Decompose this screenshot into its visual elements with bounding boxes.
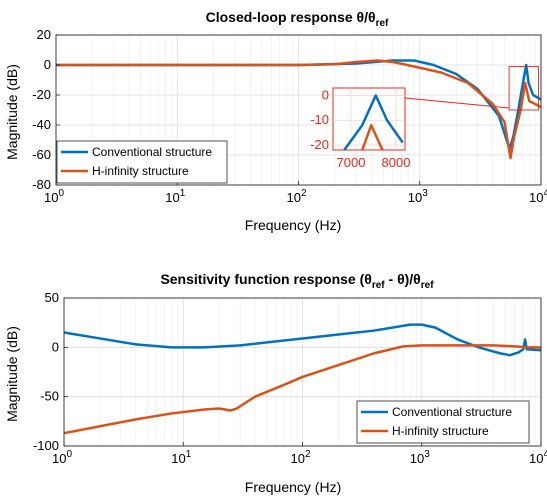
y-tick-label: -20 xyxy=(32,87,51,102)
sensitivity-panel: Sensitivity function response (θref - θ)… xyxy=(4,271,547,495)
legend-label-conventional: Conventional structure xyxy=(392,405,512,419)
title-main: Closed-loop response θ/θ xyxy=(206,9,376,25)
inset-y-tick-label: 0 xyxy=(322,87,329,102)
zoom-connector-line xyxy=(404,97,510,109)
title-mid: - θ)/θ xyxy=(385,271,421,287)
y-tick-label: -40 xyxy=(32,117,51,132)
y-axis-label: Magnitude (dB) xyxy=(4,326,20,422)
plot-frame xyxy=(63,297,542,447)
x-tick-label: 101 xyxy=(171,449,191,466)
x-tick-label: 100 xyxy=(44,188,64,205)
inset-zoom: 0 -10 -20 7000 8000 xyxy=(310,66,539,170)
title-main: Sensitivity function response (θ xyxy=(160,271,371,287)
zoom-region-box xyxy=(508,66,539,111)
series-line-hinf xyxy=(63,344,541,435)
inset-x-tick-label: 7000 xyxy=(337,155,366,170)
x-tick-label: 104 xyxy=(529,449,547,466)
legend: Conventional structure H-infinity struct… xyxy=(56,140,228,184)
x-tick-label: 102 xyxy=(290,449,310,466)
plot-frame xyxy=(55,34,542,186)
plot-lines xyxy=(56,59,542,160)
closed-loop-panel: Closed-loop response θ/θref 100 101 102 103… xyxy=(4,9,547,233)
inset-line-conventional xyxy=(343,94,404,151)
x-tick-label: 101 xyxy=(165,188,185,205)
legend-box xyxy=(356,400,530,444)
x-axis-label: Frequency (Hz) xyxy=(245,217,341,233)
y-tick-label: 0 xyxy=(44,57,51,72)
y-tick-label: -50 xyxy=(40,389,59,404)
y-axis-label: Magnitude (dB) xyxy=(4,64,20,160)
legend-box xyxy=(56,140,228,184)
y-tick-label: -80 xyxy=(32,177,51,192)
legend-label-conventional: Conventional structure xyxy=(92,145,212,159)
x-tick-label: 103 xyxy=(408,188,428,205)
x-tick-label: 100 xyxy=(52,449,72,466)
x-axis-label: Frequency (Hz) xyxy=(245,479,341,495)
inset-y-tick-label: -10 xyxy=(310,112,329,127)
legend-label-hinf: H-infinity structure xyxy=(392,424,489,438)
legend: Conventional structure H-infinity struct… xyxy=(356,400,530,444)
x-tick-label: 104 xyxy=(529,188,547,205)
axes: 100 101 102 103 104 -80 -60 -40 -20 0 20 xyxy=(32,27,547,205)
title-subscript: ref xyxy=(376,18,389,29)
x-tick-label: 102 xyxy=(286,188,306,205)
title-subscript-2: ref xyxy=(421,280,434,291)
inset-x-tick-label: 8000 xyxy=(382,155,411,170)
inset-y-tick-label: -20 xyxy=(310,137,329,152)
y-tick-label: -100 xyxy=(33,438,59,453)
y-tick-label: -60 xyxy=(32,147,51,162)
title-subscript-1: ref xyxy=(372,280,385,291)
series-line-conventional xyxy=(63,323,542,357)
inset-line-hinf xyxy=(361,123,384,151)
chart-title: Sensitivity function response (θref - θ)… xyxy=(160,271,434,291)
chart-title: Closed-loop response θ/θref xyxy=(206,9,389,29)
series-line-hinf xyxy=(56,59,542,160)
plot-lines xyxy=(63,323,542,435)
x-tick-label: 103 xyxy=(410,449,430,466)
inset-frame xyxy=(332,87,406,151)
axes: 100 101 102 103 104 -100 -50 0 50 xyxy=(33,290,547,466)
legend-label-hinf: H-infinity structure xyxy=(92,164,189,178)
y-tick-label: 50 xyxy=(45,290,59,305)
y-tick-label: 20 xyxy=(37,27,51,42)
y-tick-label: 0 xyxy=(52,339,59,354)
